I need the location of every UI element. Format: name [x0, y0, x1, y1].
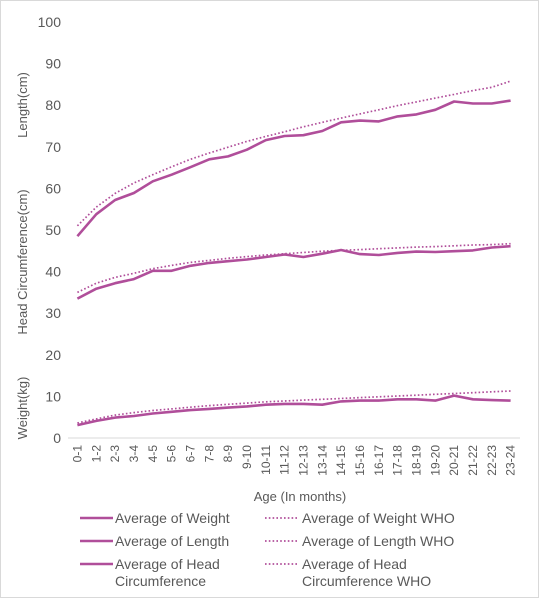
- x-tick-label: 6-7: [183, 445, 197, 463]
- y-tick-label: 70: [45, 139, 61, 155]
- series-layer: [76, 80, 511, 427]
- y-axis-title-weight: Weight(kg): [15, 377, 30, 440]
- x-tick-label: 12-13: [296, 445, 310, 476]
- y-tick-label: 60: [45, 180, 61, 196]
- legend-label: Average of Length WHO: [302, 533, 454, 549]
- x-tick-label: 21-22: [466, 445, 480, 476]
- x-axis-title: Age (In months): [254, 489, 347, 504]
- y-tick-label: 20: [45, 347, 61, 363]
- legend-label: Average of Head Circumference WHO: [302, 556, 431, 589]
- series-line-average-of-head-circumference-who: [77, 242, 511, 294]
- legend-label: Average of Weight WHO: [302, 510, 455, 526]
- y-tick-label: 80: [45, 97, 61, 113]
- x-tick-label: 8-9: [221, 445, 235, 463]
- y-tick-label: 30: [45, 305, 61, 321]
- x-tick-label: 18-19: [409, 445, 423, 476]
- x-tick-label: 5-6: [165, 445, 179, 463]
- series-line-average-of-weight-who: [77, 390, 511, 424]
- y-axis-title-head-circumference: Head Circumference(cm): [15, 189, 30, 334]
- x-tick-label: 7-8: [202, 445, 216, 463]
- x-tick-label: 20-21: [447, 445, 461, 476]
- y-tick-label: 100: [38, 14, 62, 30]
- y-axis-title-length: Length(cm): [15, 72, 30, 138]
- x-axis-ticks: 0-1 1-2 2-3 3-4 4-5 5-6 6-7 7-8 8-9 9-10 10-11 11-1…: [70, 445, 517, 476]
- series-line-average-of-length-who: [76, 80, 511, 227]
- x-tick-label: 11-12: [278, 445, 292, 475]
- legend-label: Average of Head Circumference: [115, 556, 220, 589]
- x-tick-label: 2-3: [108, 445, 122, 463]
- x-tick-label: 16-17: [372, 445, 386, 476]
- y-tick-label: 40: [45, 264, 61, 280]
- x-tick-label: 17-18: [391, 445, 405, 476]
- x-tick-label: 14-15: [334, 445, 348, 476]
- x-tick-label: 22-23: [485, 445, 499, 476]
- x-tick-label: 15-16: [353, 445, 367, 476]
- series-line-average-of-length: [76, 99, 511, 238]
- y-axis-ticks: 0 10 20 30 40 50 60 70 80 90 100: [38, 14, 62, 446]
- legend-label: Average of Weight: [115, 510, 230, 526]
- series-line-average-of-weight: [77, 394, 511, 427]
- legend: Average of Weight Average of Weight WHO Av…: [80, 510, 455, 589]
- x-tick-label: 3-4: [127, 445, 141, 463]
- x-tick-label: 0-1: [70, 445, 84, 463]
- y-tick-label: 0: [53, 430, 61, 446]
- series-line-average-of-head-circumference: [76, 244, 511, 300]
- x-tick-label: 4-5: [146, 445, 160, 463]
- x-tick-label: 19-20: [428, 445, 442, 476]
- x-tick-label: 23-24: [504, 445, 518, 476]
- x-tick-label: 9-10: [240, 445, 254, 469]
- x-tick-label: 10-11: [259, 445, 273, 475]
- y-tick-label: 50: [45, 222, 61, 238]
- x-tick-label: 13-14: [315, 445, 329, 476]
- x-tick-label: 1-2: [89, 445, 103, 463]
- y-tick-label: 10: [45, 388, 61, 404]
- y-tick-label: 90: [45, 56, 61, 72]
- legend-label: Average of Length: [115, 533, 229, 549]
